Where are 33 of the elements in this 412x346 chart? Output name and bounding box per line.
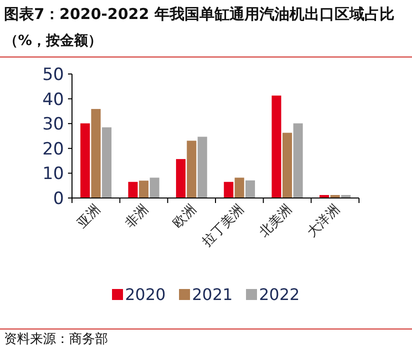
bar [234, 178, 244, 198]
bar [150, 178, 160, 198]
bar [139, 180, 148, 198]
bar [272, 96, 282, 198]
legend-label: 2021 [192, 285, 233, 304]
y-tick-label: 40 [42, 90, 64, 110]
x-tick-label: 北美洲 [256, 202, 296, 240]
bar [282, 132, 292, 198]
y-tick-label: 10 [42, 164, 64, 184]
text: 资料来源：商务部 [4, 332, 108, 346]
bar [128, 182, 138, 198]
bar [198, 136, 208, 198]
chart-title: 图表7：2020-2022 年我国单缸通用汽油机出口区域占比 [4, 5, 394, 23]
legend-label: 2022 [259, 285, 300, 304]
chart-subtitle: （%，按金额） [4, 32, 102, 49]
bar [176, 159, 186, 198]
x-tick-label: 亚洲 [74, 202, 104, 232]
x-tick-label: 拉丁美洲 [199, 202, 248, 250]
bar [293, 123, 303, 198]
x-tick-label: 非洲 [122, 202, 152, 232]
y-tick-label: 50 [42, 65, 64, 85]
bar [91, 108, 101, 198]
legend-label: 2020 [125, 285, 166, 304]
bar [245, 180, 255, 198]
y-tick-label: 0 [53, 189, 64, 209]
x-tick-label: 大洋洲 [304, 202, 343, 240]
y-tick-label: 20 [42, 139, 64, 160]
x-tick-label: 欧洲 [170, 202, 200, 232]
bar [102, 127, 112, 198]
bar [186, 140, 196, 198]
bar [80, 123, 90, 198]
y-tick-label: 30 [42, 114, 64, 135]
bar [224, 182, 234, 198]
